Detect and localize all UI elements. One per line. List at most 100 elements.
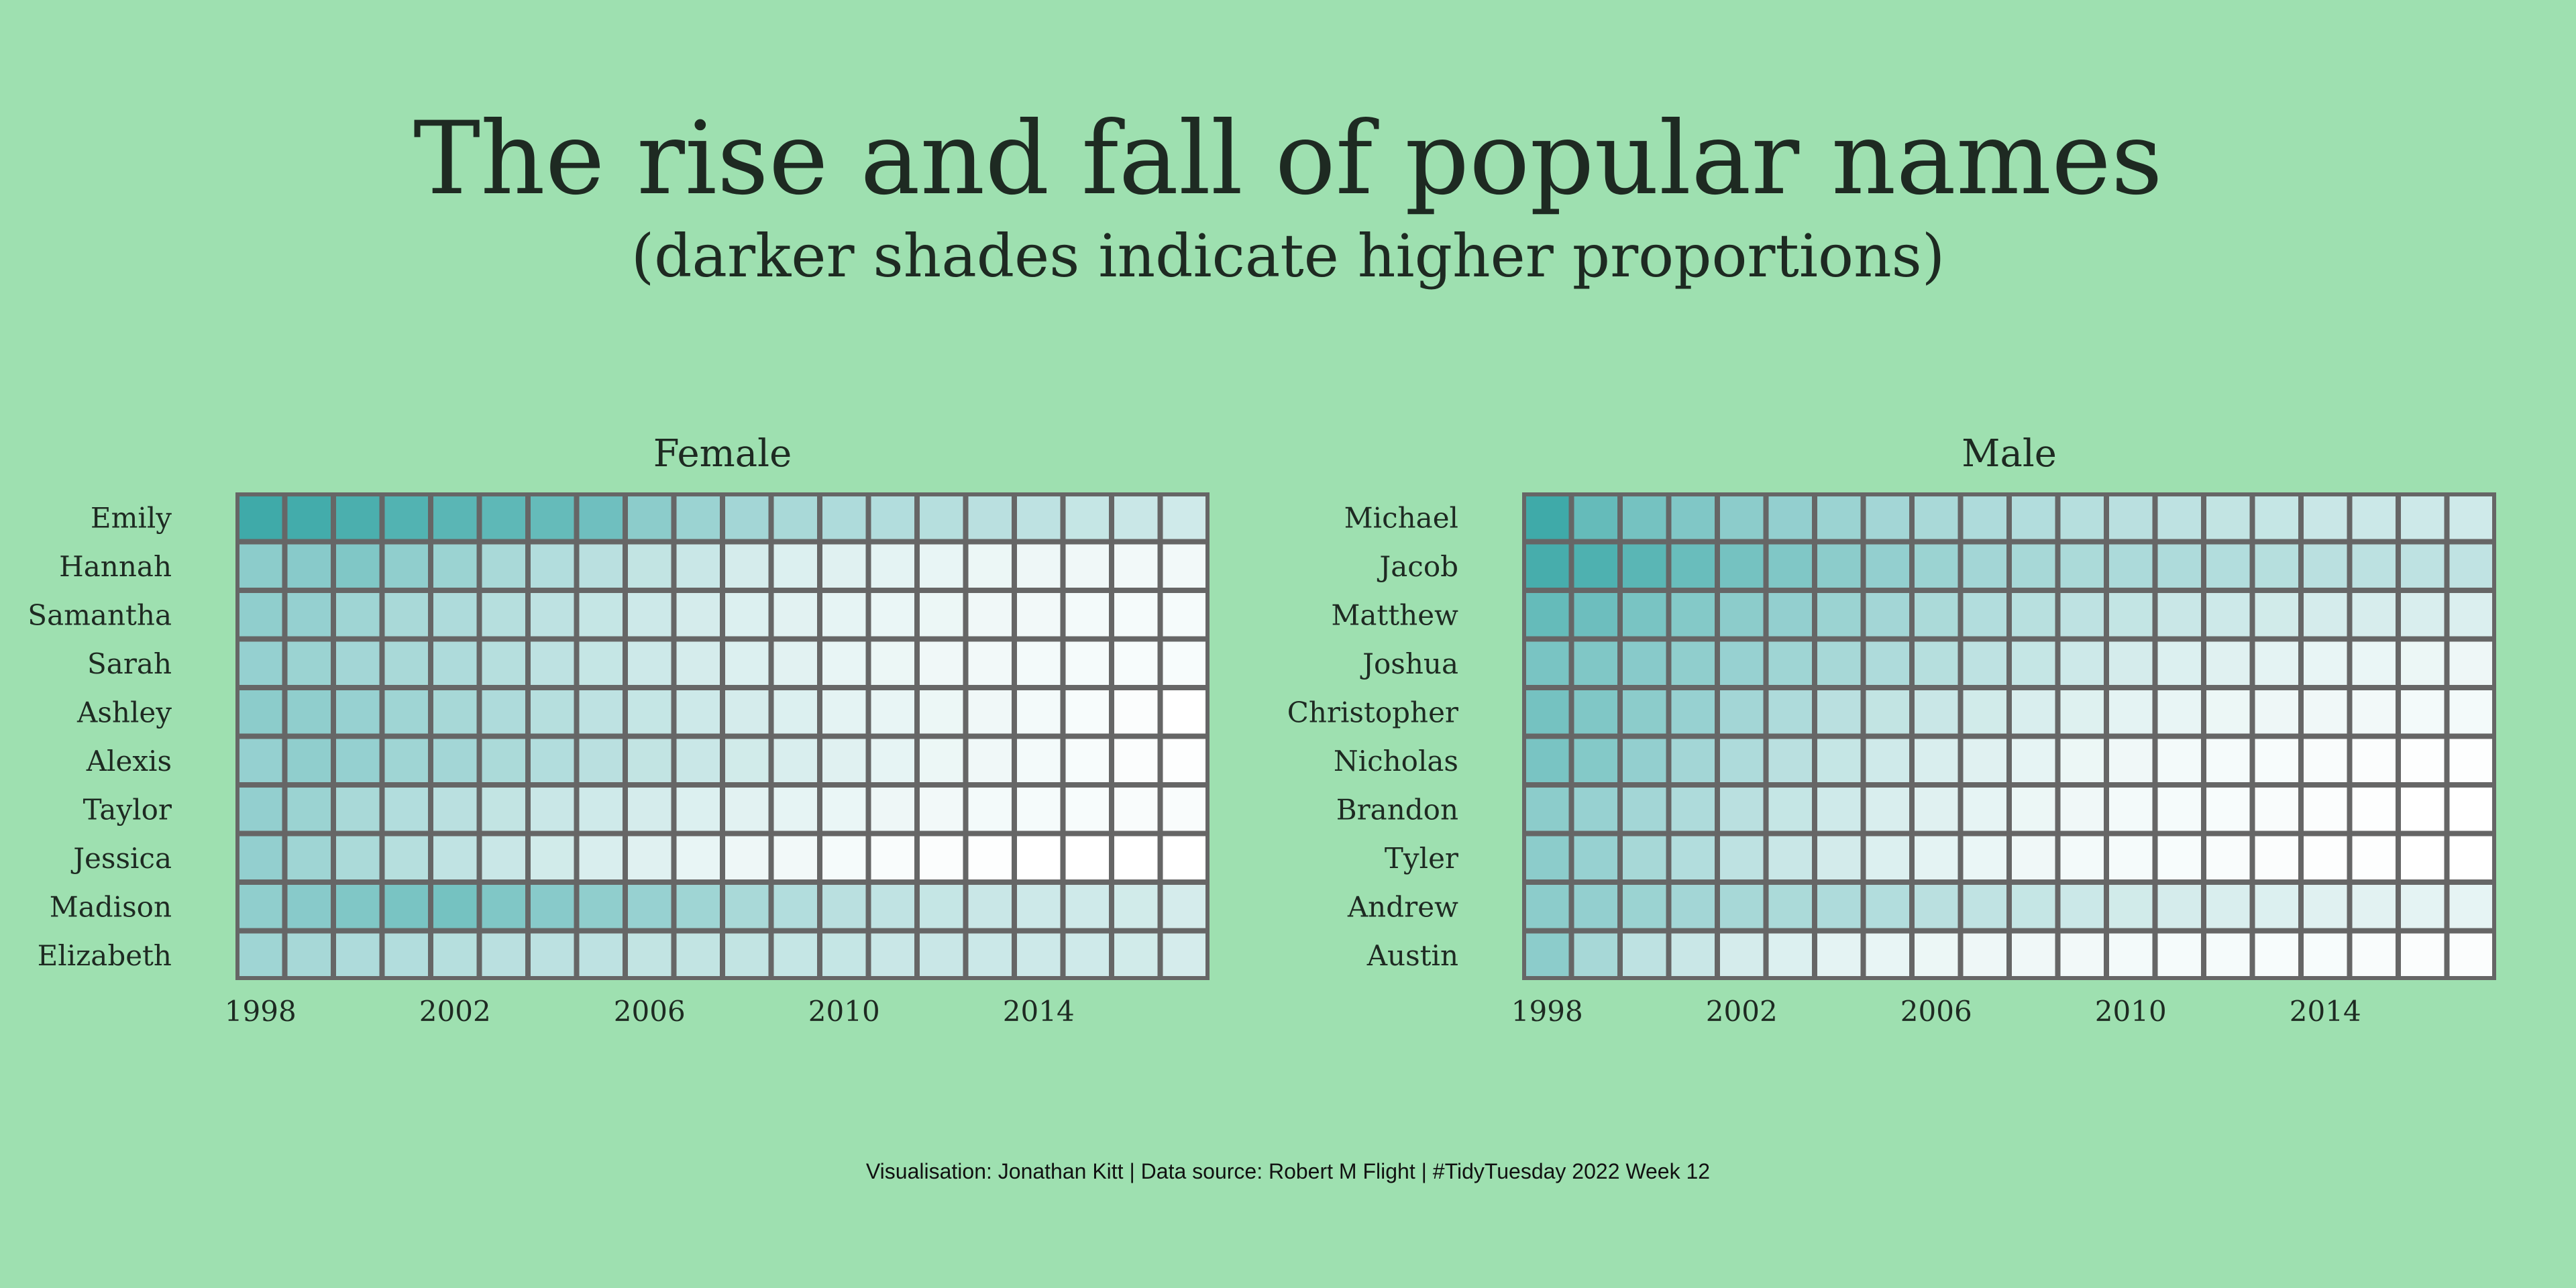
heatmap-cell: Ashley 2002 <box>433 690 477 734</box>
heatmap-cell: Christopher 2006 <box>1915 690 1958 734</box>
heatmap-cell: Andrew 2015 <box>2352 885 2396 928</box>
heatmap-cell: Brandon 2002 <box>1720 788 1764 831</box>
heatmap-cell: Elizabeth 2007 <box>676 933 720 977</box>
heatmap-cell: Christopher 2000 <box>1623 690 1666 734</box>
heatmap-cell: Matthew 2007 <box>1963 593 2006 637</box>
heatmap-cell: Andrew 2002 <box>1720 885 1764 928</box>
heatmap-cell: Joshua 2015 <box>2352 641 2396 685</box>
heatmap-cell: Tyler 2009 <box>2060 836 2104 879</box>
heatmap-cell: Christopher 2002 <box>1720 690 1764 734</box>
heatmap-cell: Madison 2010 <box>822 885 866 928</box>
heatmap-cell: Hannah 2003 <box>482 544 525 588</box>
heatmap-cell: Christopher 2013 <box>2255 690 2298 734</box>
heatmap-cell: Austin 2009 <box>2060 933 2104 977</box>
panel-title: Female <box>653 432 792 476</box>
heatmap-cell: Brandon 2003 <box>1768 788 1812 831</box>
heatmap-cell: Sarah 2016 <box>1114 641 1158 685</box>
heatmap-cell: Taylor 2006 <box>628 788 672 831</box>
heatmap-cell: Joshua 2013 <box>2255 641 2298 685</box>
heatmap-cell: Michael 2000 <box>1623 496 1666 539</box>
heatmap-cell: Ashley 2015 <box>1065 690 1109 734</box>
heatmap-cell: Matthew 1999 <box>1574 593 1617 637</box>
heatmap-cell: Jacob 2013 <box>2255 544 2298 588</box>
heatmap-cell: Samantha 2009 <box>773 593 817 637</box>
panel-frame <box>1523 493 2496 979</box>
heatmap-cell: Christopher 2016 <box>2401 690 2445 734</box>
heatmap-cell: Joshua 2004 <box>1817 641 1861 685</box>
heatmap-cell: Hannah 2006 <box>628 544 672 588</box>
heatmap-cell: Joshua 2009 <box>2060 641 2104 685</box>
heatmap-cell: Nicholas 2007 <box>1963 739 2006 782</box>
heatmap-cell: Samantha 2001 <box>384 593 428 637</box>
heatmap-cell: Nicholas 2016 <box>2401 739 2445 782</box>
heatmap-cell: Andrew 2017 <box>2449 885 2493 928</box>
heatmap-cell: Austin 2006 <box>1915 933 1958 977</box>
heatmap-cell: Sarah 2006 <box>628 641 672 685</box>
heatmap-cell: Michael 1999 <box>1574 496 1617 539</box>
heatmap-cell: Elizabeth 2017 <box>1163 933 1206 977</box>
heatmap-cell: Ashley 2016 <box>1114 690 1158 734</box>
row-label: Jessica <box>70 842 172 875</box>
heatmap-cell: Christopher 2007 <box>1963 690 2006 734</box>
x-tick-label: 2014 <box>2290 995 2361 1028</box>
heatmap-cell: Madison 2011 <box>871 885 914 928</box>
heatmap-cell: Joshua 2014 <box>2304 641 2347 685</box>
heatmap-cell: Hannah 2002 <box>433 544 477 588</box>
heatmap-cell: Christopher 2008 <box>2012 690 2055 734</box>
heatmap-cell: Ashley 2008 <box>725 690 769 734</box>
heatmap-cell: Jacob 2009 <box>2060 544 2104 588</box>
heatmap-cell: Ashley 2001 <box>384 690 428 734</box>
heatmap-cell: Matthew 2005 <box>1866 593 1909 637</box>
heatmap-cell: Madison 2014 <box>1017 885 1061 928</box>
heatmap-cell: Jessica 2005 <box>579 836 623 879</box>
heatmap-cell: Sarah 1998 <box>239 641 282 685</box>
x-tick-label: 1998 <box>225 995 297 1028</box>
heatmap-cell: Nicholas 2001 <box>1671 739 1715 782</box>
panel-title: Male <box>1962 432 2057 476</box>
heatmap-cell: Brandon 1998 <box>1525 788 1569 831</box>
heatmap-cell: Brandon 2010 <box>2109 788 2153 831</box>
heatmap-cell: Andrew 2007 <box>1963 885 2006 928</box>
x-tick-label: 2010 <box>2095 995 2167 1028</box>
heatmap-cell: Nicholas 2004 <box>1817 739 1861 782</box>
heatmap-cell: Austin 2005 <box>1866 933 1909 977</box>
heatmap-cell: Taylor 2004 <box>531 788 574 831</box>
heatmap-cell: Ashley 2003 <box>482 690 525 734</box>
heatmap-cell: Elizabeth 2009 <box>773 933 817 977</box>
heatmap-cell: Austin 2003 <box>1768 933 1812 977</box>
heatmap-cell: Sarah 2014 <box>1017 641 1061 685</box>
heatmap-cell: Emily 2007 <box>676 496 720 539</box>
heatmap-cell: Hannah 2007 <box>676 544 720 588</box>
heatmap-cell: Jessica 1999 <box>287 836 331 879</box>
heatmap-cell: Jacob 2003 <box>1768 544 1812 588</box>
row-label: Alexis <box>86 745 172 777</box>
heatmap-cell: Jessica 2014 <box>1017 836 1061 879</box>
heatmap-cell: Austin 2014 <box>2304 933 2347 977</box>
heatmap-cell: Sarah 2007 <box>676 641 720 685</box>
heatmap-cell: Tyler 2010 <box>2109 836 2153 879</box>
heatmap-cell: Joshua 2005 <box>1866 641 1909 685</box>
heatmap-cell: Samantha 2008 <box>725 593 769 637</box>
heatmap-cell: Nicholas 1998 <box>1525 739 1569 782</box>
heatmap-cell: Alexis 2007 <box>676 739 720 782</box>
heatmap-cell: Samantha 2004 <box>531 593 574 637</box>
heatmap-cell: Emily 2000 <box>336 496 380 539</box>
heatmap-cell: Nicholas 1999 <box>1574 739 1617 782</box>
heatmap-cell: Jessica 2004 <box>531 836 574 879</box>
heatmap-cell: Austin 2001 <box>1671 933 1715 977</box>
heatmap-cell: Madison 2003 <box>482 885 525 928</box>
heatmap-cell: Ashley 1998 <box>239 690 282 734</box>
heatmap-cell: Brandon 2014 <box>2304 788 2347 831</box>
heatmap-cell: Alexis 2011 <box>871 739 914 782</box>
heatmap-cell: Alexis 2017 <box>1163 739 1206 782</box>
heatmap-cell: Joshua 2007 <box>1963 641 2006 685</box>
heatmap-cell: Taylor 2001 <box>384 788 428 831</box>
heatmap-cell: Jacob 2014 <box>2304 544 2347 588</box>
heatmap-cell: Austin 2008 <box>2012 933 2055 977</box>
heatmap-cell: Sarah 2003 <box>482 641 525 685</box>
heatmap-cell: Matthew 2003 <box>1768 593 1812 637</box>
heatmap-cell: Emily 2017 <box>1163 496 1206 539</box>
heatmap-cell: Matthew 2012 <box>2206 593 2250 637</box>
heatmap-cell: Alexis 2003 <box>482 739 525 782</box>
heatmap-cell: Andrew 2005 <box>1866 885 1909 928</box>
